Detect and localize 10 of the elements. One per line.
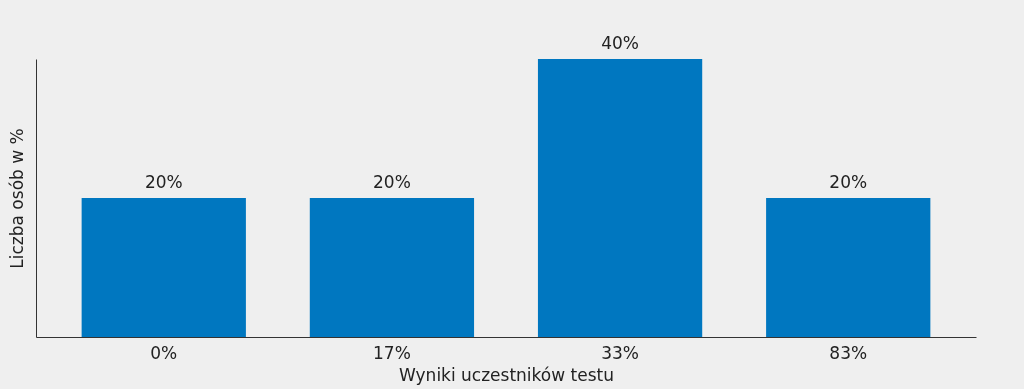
x-tick-label: 33% <box>601 342 639 363</box>
x-axis-title: Wyniki uczestników testu <box>399 364 614 385</box>
data-label: 20% <box>373 172 411 192</box>
data-label: 20% <box>829 172 868 192</box>
x-tick-label: 17% <box>373 342 411 363</box>
data-label: 40% <box>601 33 639 53</box>
y-axis-title: Liczba osób w % <box>6 128 27 269</box>
data-label: 20% <box>144 172 183 192</box>
x-tick-label: 0% <box>150 342 178 363</box>
x-tick-label: 83% <box>829 342 868 363</box>
